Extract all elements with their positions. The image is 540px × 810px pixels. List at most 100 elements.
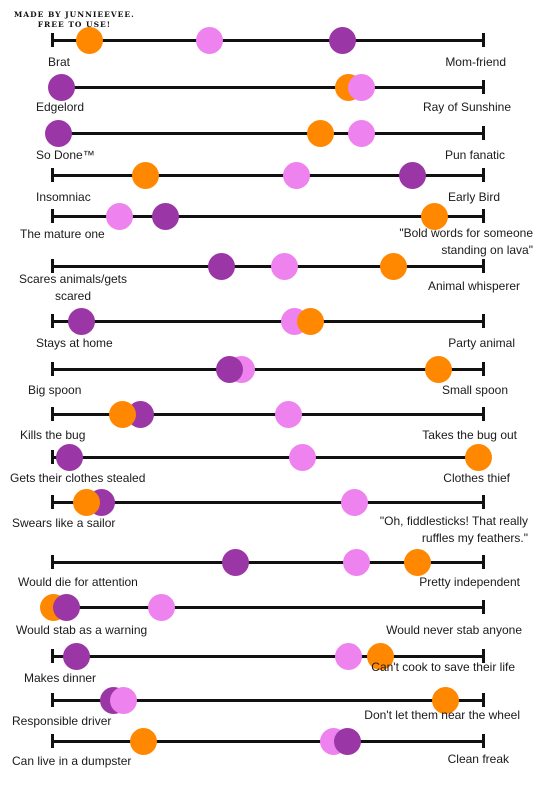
track-left-end	[51, 33, 54, 47]
right-trait-label: "Bold words for someone standing on lava…	[399, 226, 533, 257]
pink-marker	[109, 686, 137, 714]
slider-track	[51, 215, 484, 218]
track-right-end	[482, 126, 485, 140]
track-right-end	[482, 80, 485, 94]
pink-marker	[195, 26, 223, 54]
credit-line-2: FREE TO USE!	[37, 20, 112, 29]
left-trait-label: Stays at home	[36, 336, 113, 350]
orange-marker	[307, 119, 335, 147]
purple-marker	[221, 548, 249, 576]
orange-marker	[380, 252, 407, 280]
track-right-end	[482, 33, 485, 47]
right-trait-label: Pretty independent	[419, 575, 520, 589]
orange-marker	[431, 686, 459, 714]
slider-track	[51, 655, 484, 658]
track-right-end	[482, 314, 485, 328]
track-right-end	[482, 649, 485, 663]
track-left-end	[51, 362, 54, 376]
track-right-end	[482, 209, 485, 223]
purple-marker	[399, 161, 427, 189]
pink-marker	[270, 252, 298, 280]
purple-marker	[45, 119, 73, 147]
orange-marker	[404, 548, 432, 576]
orange-marker	[72, 488, 100, 516]
right-trait-label: Don't let them near the wheel	[364, 708, 520, 722]
right-trait-label: Pun fanatic	[444, 148, 505, 162]
slider-track	[51, 265, 484, 268]
right-trait-label: Clothes thief	[443, 471, 510, 485]
left-trait-label: Can live in a dumpster	[12, 754, 132, 768]
purple-marker	[48, 73, 76, 101]
orange-marker	[421, 202, 449, 230]
credit-line-1: MADE BY JUNNIEEVEE.	[14, 10, 135, 19]
slider-track	[51, 320, 484, 323]
track-left-end	[51, 314, 54, 328]
left-trait-label: Would stab as a warning	[16, 623, 148, 637]
slider-track	[51, 86, 484, 89]
slider-track	[51, 699, 484, 702]
right-trait-label: Early Bird	[447, 190, 500, 204]
track-left-end	[51, 450, 54, 464]
right-trait-label: Small spoon	[441, 383, 508, 397]
orange-marker	[108, 400, 136, 428]
slider-track	[51, 413, 484, 416]
credit-text: MADE BY JUNNIEEVEE. FREE TO USE!	[14, 10, 135, 30]
track-left-end	[51, 407, 54, 421]
track-right-end	[482, 693, 485, 707]
left-trait-label: Swears like a sailor	[12, 516, 116, 530]
pink-marker	[335, 642, 363, 670]
purple-marker	[67, 307, 95, 335]
orange-marker	[297, 307, 325, 335]
purple-marker	[52, 593, 80, 621]
purple-marker	[333, 727, 361, 755]
left-trait-label: Gets their clothes stealed	[10, 471, 146, 485]
left-trait-label: Kills the bug	[20, 428, 86, 442]
slider-track	[51, 368, 484, 371]
left-trait-label: Responsible driver	[12, 714, 112, 728]
right-trait-label: Ray of Sunshine	[422, 100, 511, 114]
right-trait-label: Animal whisperer	[427, 279, 520, 293]
pink-marker	[283, 161, 310, 189]
slider-track	[51, 456, 484, 459]
right-trait-label: Can't cook to save their life	[371, 660, 515, 674]
orange-marker	[131, 161, 159, 189]
track-left-end	[51, 259, 54, 273]
slider-track	[51, 39, 484, 42]
orange-marker	[129, 727, 157, 755]
track-left-end	[51, 555, 54, 569]
slider-track	[51, 174, 484, 177]
purple-marker	[63, 642, 91, 670]
purple-marker	[151, 202, 179, 230]
left-trait-label: Edgelord	[36, 100, 85, 114]
slider-track	[51, 740, 484, 743]
track-right-end	[482, 168, 485, 182]
left-trait-label: Would die for attention	[18, 575, 138, 589]
track-left-end	[51, 693, 54, 707]
right-trait-label: Clean freak	[447, 752, 509, 766]
track-right-end	[482, 734, 485, 748]
purple-marker	[55, 443, 83, 471]
track-left-end	[51, 734, 54, 748]
pink-marker	[147, 593, 175, 621]
left-trait-label: Big spoon	[28, 383, 82, 397]
track-right-end	[482, 407, 485, 421]
track-right-end	[482, 259, 485, 273]
pink-marker	[342, 548, 370, 576]
right-trait-label: Would never stab anyone	[386, 623, 522, 637]
track-right-end	[482, 495, 485, 509]
slider-track	[51, 501, 484, 504]
pink-marker	[289, 443, 317, 471]
pink-marker	[275, 400, 303, 428]
pink-marker	[105, 202, 133, 230]
purple-marker	[329, 26, 357, 54]
track-left-end	[51, 649, 54, 663]
right-trait-label: Mom-friend	[445, 55, 506, 69]
left-trait-label: Brat	[48, 55, 71, 69]
right-trait-label: "Oh, fiddlesticks! That really ruffles m…	[379, 514, 528, 545]
left-trait-label: Makes dinner	[24, 671, 97, 685]
left-trait-label: So Done™	[36, 148, 95, 162]
orange-marker	[465, 443, 493, 471]
right-trait-label: Takes the bug out	[422, 428, 517, 442]
left-trait-label: Insomniac	[36, 190, 91, 204]
pink-marker	[347, 73, 375, 101]
